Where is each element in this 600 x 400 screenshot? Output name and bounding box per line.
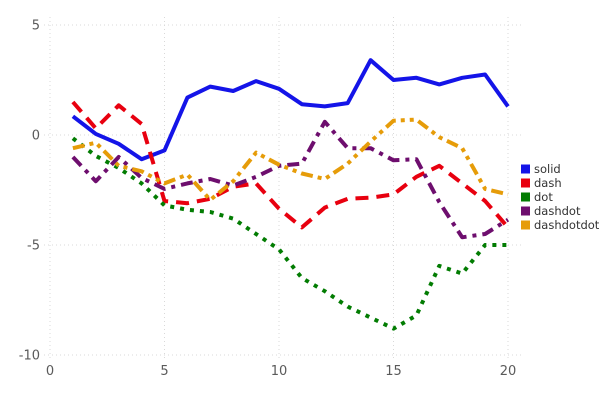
y-tick-label--10: -10 [19, 349, 40, 364]
series-line-dashdot [71, 119, 510, 240]
legend-item-dot: dot [521, 190, 553, 204]
y-tick-label--5: -5 [27, 239, 40, 254]
legend-swatch-dashdot [521, 206, 530, 216]
axis-tick-labels: 5 0 -5 -10 0 5 10 15 20 [19, 19, 517, 380]
series-line-dot [71, 136, 508, 331]
legend-swatch-dash [521, 178, 530, 188]
y-tick-label-5: 5 [32, 19, 40, 34]
y-tick-label-0: 0 [32, 129, 40, 144]
legend-swatch-dashdotdot [521, 220, 530, 230]
x-tick-label-5: 5 [160, 364, 168, 379]
series-line-solid [71, 58, 510, 162]
x-tick-label-15: 15 [385, 364, 402, 379]
gridlines [44, 17, 521, 358]
x-tick-label-0: 0 [46, 364, 54, 379]
x-tick-label-10: 10 [271, 364, 288, 379]
legend-label-dashdot: dashdot [534, 204, 581, 218]
legend-item-dashdot: dashdot [521, 204, 581, 218]
series-line-dash [71, 100, 510, 230]
legend-item-solid: solid [521, 162, 561, 176]
legend-label-dash: dash [534, 176, 562, 190]
legend-label-solid: solid [534, 162, 561, 176]
legend-swatch-dot [521, 192, 530, 202]
data-series [71, 58, 510, 331]
x-tick-label-20: 20 [500, 364, 517, 379]
legend-swatch-solid [521, 164, 530, 174]
series-line-dashdotdot [72, 117, 509, 202]
legend-label-dot: dot [534, 190, 553, 204]
legend-item-dash: dash [521, 176, 562, 190]
legend-label-dashdotdot: dashdotdot [534, 218, 600, 232]
legend-item-dashdotdot: dashdotdot [521, 218, 600, 232]
